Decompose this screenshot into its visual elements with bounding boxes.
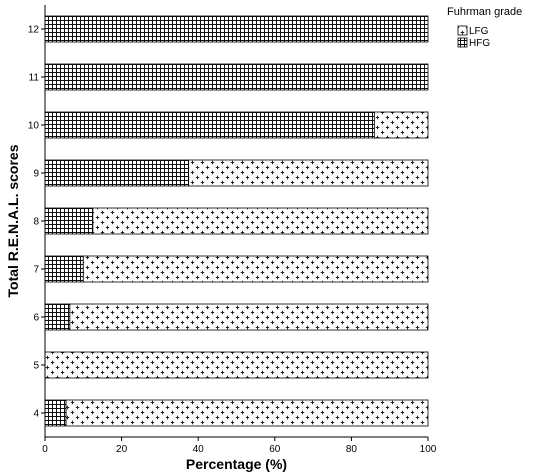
y-tick-label: 10 <box>28 121 40 132</box>
legend-swatch-lfg <box>457 25 468 36</box>
y-tick-label: 5 <box>33 361 39 372</box>
bar-lfg-score-6 <box>69 303 429 331</box>
bar-hfg-score-7 <box>44 255 84 283</box>
legend-swatch-hfg <box>457 37 468 48</box>
bar-hfg-score-12 <box>44 15 429 43</box>
x-tick-label: 80 <box>346 444 358 455</box>
y-axis-ticks: 12 11 10 9 8 7 6 5 4 <box>28 25 45 420</box>
bar-hfg-score-8 <box>44 207 94 235</box>
x-tick-label: 60 <box>269 444 281 455</box>
bar-lfg-score-8 <box>92 207 429 235</box>
bar-lfg-score-4 <box>65 399 429 427</box>
x-tick-label: 20 <box>116 444 128 455</box>
y-tick-label: 8 <box>33 217 39 228</box>
legend: Fuhrman grade LFG HFG <box>447 6 522 49</box>
x-axis-ticks: 0 20 40 60 80 100 <box>42 437 437 455</box>
bar-lfg-score-9 <box>188 159 429 187</box>
y-tick-label: 4 <box>33 409 39 420</box>
bars-group <box>44 15 429 427</box>
x-tick-label: 100 <box>420 444 437 455</box>
y-tick-label: 7 <box>33 265 39 276</box>
x-axis-title: Percentage (%) <box>186 456 287 472</box>
legend-label-hfg: HFG <box>469 38 490 49</box>
bar-hfg-score-10 <box>44 111 375 139</box>
y-tick-label: 6 <box>33 313 39 324</box>
x-tick-label: 40 <box>193 444 205 455</box>
bar-lfg-score-5 <box>44 351 429 379</box>
legend-label-lfg: LFG <box>469 26 489 37</box>
y-tick-label: 12 <box>28 25 40 36</box>
y-tick-label: 11 <box>29 73 40 84</box>
y-tick-label: 9 <box>33 169 39 180</box>
bar-lfg-score-10 <box>373 111 429 139</box>
bar-hfg-score-9 <box>44 159 190 187</box>
bar-hfg-score-11 <box>44 63 429 91</box>
y-axis-title: Total R.E.N.A.L. scores <box>5 144 21 297</box>
bar-hfg-score-4 <box>44 399 67 427</box>
x-tick-label: 0 <box>42 444 48 455</box>
legend-title: Fuhrman grade <box>447 6 522 18</box>
bar-hfg-score-6 <box>44 303 71 331</box>
bar-lfg-score-7 <box>82 255 429 283</box>
